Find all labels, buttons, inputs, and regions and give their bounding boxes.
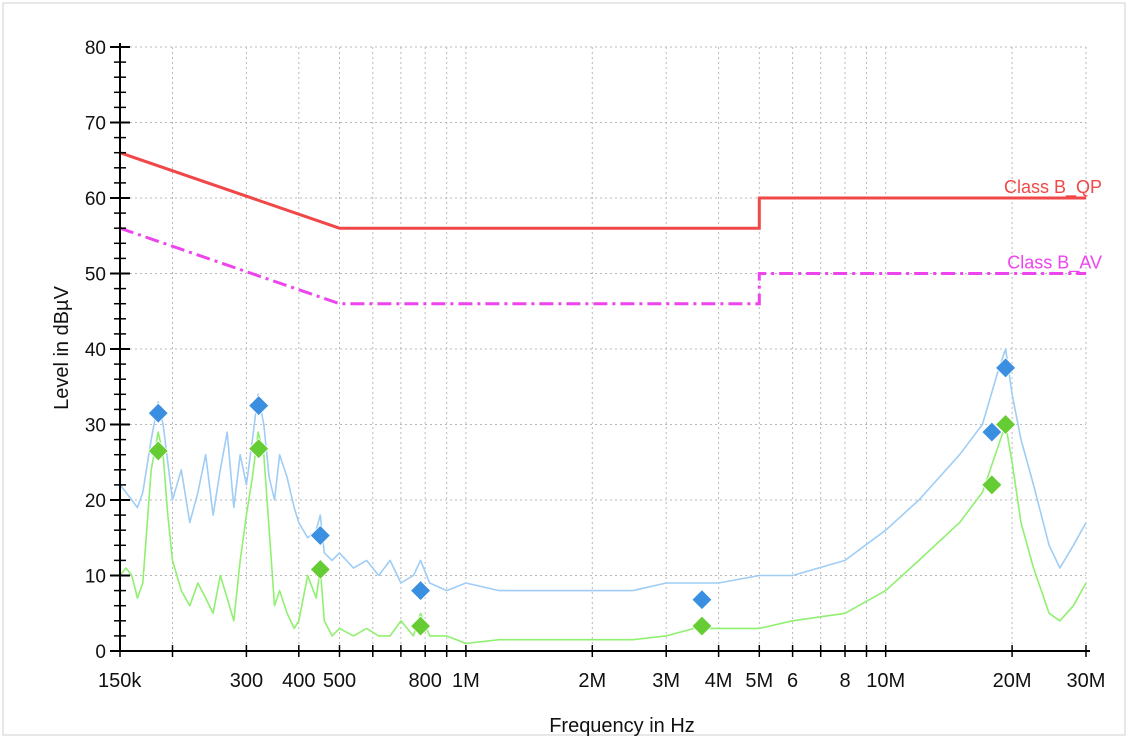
x-tick-label: 6	[787, 670, 798, 692]
grid	[119, 46, 1087, 651]
x-tick-label: 300	[230, 670, 263, 692]
x-tick-label: 2M	[578, 670, 606, 692]
measurement-trace-1	[119, 348, 1087, 592]
av-peak-marker	[981, 474, 1003, 496]
x-tick-label: 20M	[993, 670, 1032, 692]
av-peak-marker	[309, 558, 331, 581]
x-tick-label: 1M	[452, 670, 480, 692]
x-tick-label: 3M	[652, 670, 680, 692]
y-tick-label: 40	[85, 340, 106, 361]
y-tick-label: 0	[95, 642, 106, 663]
y-tick-label: 70	[85, 114, 106, 135]
y-tick-label: 10	[85, 567, 106, 588]
axes: 0 10 20 30 40 50 60 70 80 150k 300 400 500 800 1M 2M 3M 4…	[85, 38, 1106, 692]
x-tick-label: 150k	[98, 670, 142, 692]
limit-line-qp	[119, 151, 1086, 230]
peak-markers	[147, 357, 1017, 637]
y-axis-label: Level in dBµV	[51, 285, 73, 409]
x-tick-label: 400	[282, 670, 315, 692]
av-peak-marker	[410, 615, 432, 637]
qp-peak-marker	[147, 402, 169, 424]
x-tick-label: 800	[409, 670, 442, 692]
x-axis-label: Frequency in Hz	[549, 715, 695, 737]
av-peak-marker	[995, 413, 1017, 436]
x-tick-label: 5M	[745, 670, 773, 692]
limit-label-qp: Class B_QP	[1004, 177, 1102, 198]
av-peak-marker	[248, 438, 270, 460]
av-peak-marker	[691, 615, 713, 637]
x-tick-label: 30M	[1067, 670, 1106, 692]
x-tick-label: 500	[323, 670, 356, 692]
qp-peak-marker	[248, 395, 270, 417]
x-tick-label: 4M	[705, 670, 733, 692]
x-tick-label: 8	[839, 670, 850, 692]
measurement-trace-2	[119, 423, 1087, 645]
limit-line-av	[119, 226, 1086, 306]
limit-label-av: Class B_AV	[1007, 253, 1102, 274]
y-tick-label: 20	[85, 491, 106, 512]
y-tick-label: 50	[85, 265, 106, 286]
av-peak-marker	[147, 440, 169, 462]
qp-peak-marker	[995, 357, 1017, 379]
measurement-traces	[119, 348, 1087, 645]
limit-lines: Class B_QP Class B_AV	[119, 151, 1102, 306]
y-tick-label: 80	[85, 38, 106, 59]
x-tick-label: 10M	[866, 670, 905, 692]
qp-peak-marker	[309, 524, 331, 547]
qp-peak-marker	[691, 589, 713, 611]
y-tick-label: 30	[85, 416, 106, 437]
qp-peak-marker	[981, 421, 1003, 443]
y-tick-label: 60	[85, 189, 106, 210]
qp-peak-marker	[410, 580, 432, 602]
